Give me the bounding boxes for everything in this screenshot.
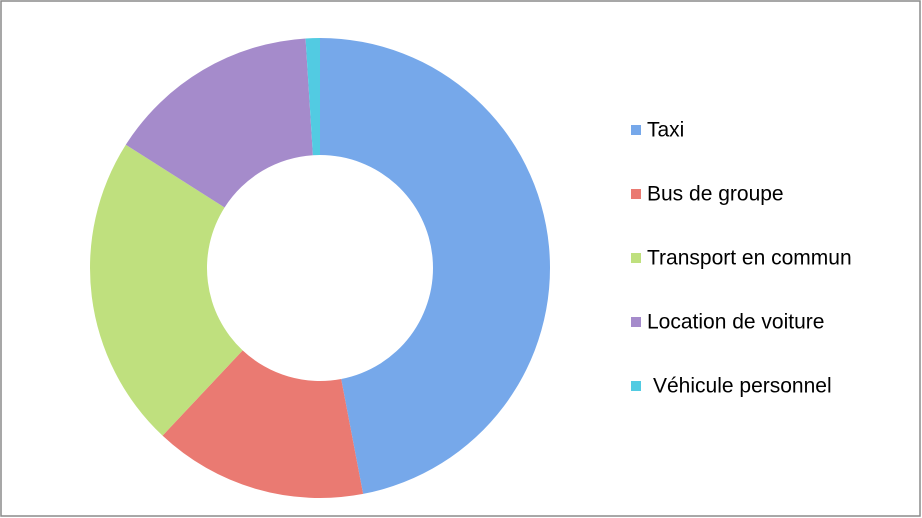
legend-label: Transport en commun [647,247,852,270]
donut-segment [125,38,313,208]
legend-swatch [631,125,641,135]
legend-label: Location de voiture [647,311,824,334]
legend-label: Bus de groupe [647,183,784,206]
legend-label: Véhicule personnel [653,375,832,398]
donut-segment [305,38,320,156]
donut-segment [89,144,243,436]
legend-swatch [631,381,641,391]
legend-swatch [631,317,641,327]
legend-label: Taxi [647,119,684,142]
donut-segment [162,350,364,498]
legend-swatch [631,253,641,263]
legend-swatch [631,189,641,199]
donut-segment [320,38,550,494]
